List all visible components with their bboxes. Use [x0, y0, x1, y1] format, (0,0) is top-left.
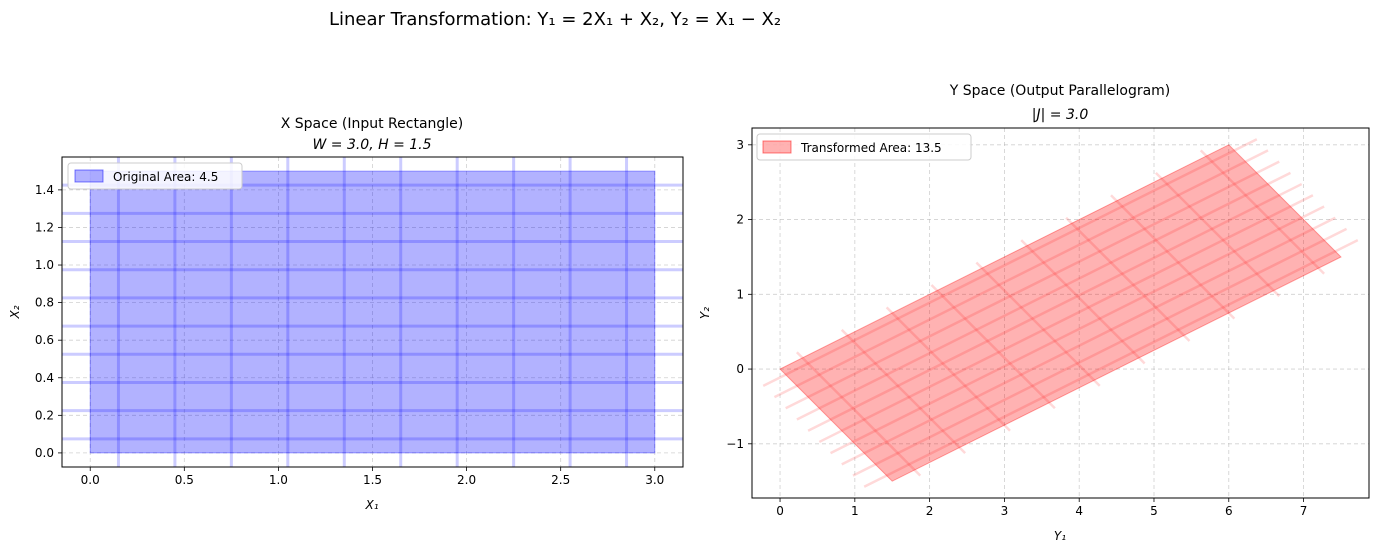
left-x-tick-label: 1.5	[363, 473, 382, 487]
right-grid-transformed-line	[840, 328, 967, 455]
right-legend: Transformed Area: 13.5	[756, 133, 972, 161]
left-y-tick-label: 0.4	[35, 371, 54, 385]
left-x-axis-label: X₁	[364, 498, 378, 512]
left-x-tick-label: 2.0	[457, 473, 476, 487]
right-grid-transformed-line	[885, 306, 1011, 432]
right-grid-transformed-line	[818, 194, 1314, 444]
right-grid-transformed-line	[975, 261, 1101, 387]
right-legend-label: Transformed Area: 13.5	[800, 141, 942, 155]
left-x-tick-label: 3.0	[645, 473, 664, 487]
left-rectangle-area	[89, 170, 656, 454]
right-grid-transformed-line	[1020, 239, 1146, 365]
left-x-tick-label: 0.0	[81, 473, 100, 487]
left-y-tick-label: 0.0	[35, 446, 54, 460]
right-grid-transformed-line	[785, 160, 1280, 410]
right-grid-transformed-line	[773, 149, 1269, 399]
left-legend-box	[67, 162, 243, 190]
left-y-tick-label: 0.2	[35, 408, 54, 422]
left-legend: Original Area: 4.5	[67, 162, 243, 190]
right-x-tick-label: 5	[1150, 504, 1158, 518]
left-x-tick-label: 1.0	[269, 473, 288, 487]
right-axes-frame	[751, 127, 1370, 499]
chart-right-panel: Y Space (Output Parallelogram) |J| = 3.0…	[698, 83, 1370, 543]
left-legend-label: Original Area: 4.5	[113, 170, 218, 184]
left-chart-title-line2: W = 3.0, H = 1.5	[312, 137, 431, 153]
right-y-axis-label: Y₂	[698, 307, 712, 319]
right-grid-transformed-line	[795, 351, 922, 477]
right-legend-swatch	[762, 140, 792, 154]
right-grid-transformed-line	[829, 205, 1325, 455]
left-y-tick-label: 1.0	[35, 258, 54, 272]
right-grid-transformed-line	[1154, 171, 1281, 298]
right-legend-box	[756, 133, 972, 161]
right-x-tick-label: 3	[1001, 504, 1009, 518]
right-grid-transformed-line	[1199, 149, 1326, 275]
right-grid-transformed-line	[796, 171, 1292, 421]
right-x-tick-label: 4	[1075, 504, 1083, 518]
left-chart-title-line1: X Space (Input Rectangle)	[281, 116, 464, 132]
right-grid-transformed-line	[762, 138, 1258, 387]
left-x-tick-label: 2.5	[551, 473, 570, 487]
right-y-tick-label: 0	[736, 362, 744, 376]
right-y-tick-label: 1	[736, 287, 744, 301]
left-y-tick-label: 0.8	[35, 296, 54, 310]
left-axis-ticks: 0.0 0.5 1.0 1.5 2.0 2.5 3.0 0.0 0.2 0.4 0.6 0.8 1.0 1…	[35, 183, 664, 487]
chart-left-panel: X Space (Input Rectangle) W = 3.0, H = 1…	[8, 116, 684, 512]
right-y-tick-label: 3	[736, 138, 744, 152]
right-grid-transformed-line	[807, 182, 1303, 432]
left-y-tick-label: 1.4	[35, 183, 54, 197]
right-grid-transformed-line	[852, 227, 1348, 477]
left-y-tick-label: 0.6	[35, 333, 54, 347]
right-x-tick-label: 2	[926, 504, 934, 518]
left-legend-swatch	[74, 169, 104, 183]
left-y-axis-label: X₂	[8, 305, 22, 319]
right-x-tick-label: 0	[776, 504, 784, 518]
figure-suptitle: Linear Transformation: Y₁ = 2X₁ + X₂, Y₂…	[329, 9, 781, 30]
right-plot-data	[762, 138, 1359, 488]
right-x-tick-label: 1	[851, 504, 859, 518]
right-grid-transformed-line	[1110, 194, 1236, 320]
right-y-tick-label: −1	[726, 437, 744, 451]
left-gridlines	[62, 157, 683, 467]
right-x-axis-label: Y₁	[1054, 529, 1066, 543]
right-chart-title-line2: |J| = 3.0	[1032, 107, 1089, 123]
right-axis-ticks: 0 1 2 3 4 5 6 7 −1 0 1 2 3	[726, 138, 1307, 518]
right-grid-transformed-line	[930, 284, 1056, 410]
right-chart-title-line1: Y Space (Output Parallelogram)	[949, 83, 1171, 99]
right-grid-transformed-line	[1065, 216, 1191, 342]
right-parallelogram-area	[779, 144, 1342, 482]
right-gridlines	[752, 128, 1369, 498]
right-grid-transformed-line	[841, 216, 1336, 466]
left-x-tick-label: 0.5	[175, 473, 194, 487]
left-plot-data	[62, 157, 683, 467]
right-y-tick-label: 2	[736, 213, 744, 227]
right-x-tick-label: 7	[1300, 504, 1308, 518]
right-grid-transformed-line	[863, 239, 1359, 488]
left-y-tick-label: 1.2	[35, 220, 54, 234]
right-x-tick-label: 6	[1225, 504, 1233, 518]
